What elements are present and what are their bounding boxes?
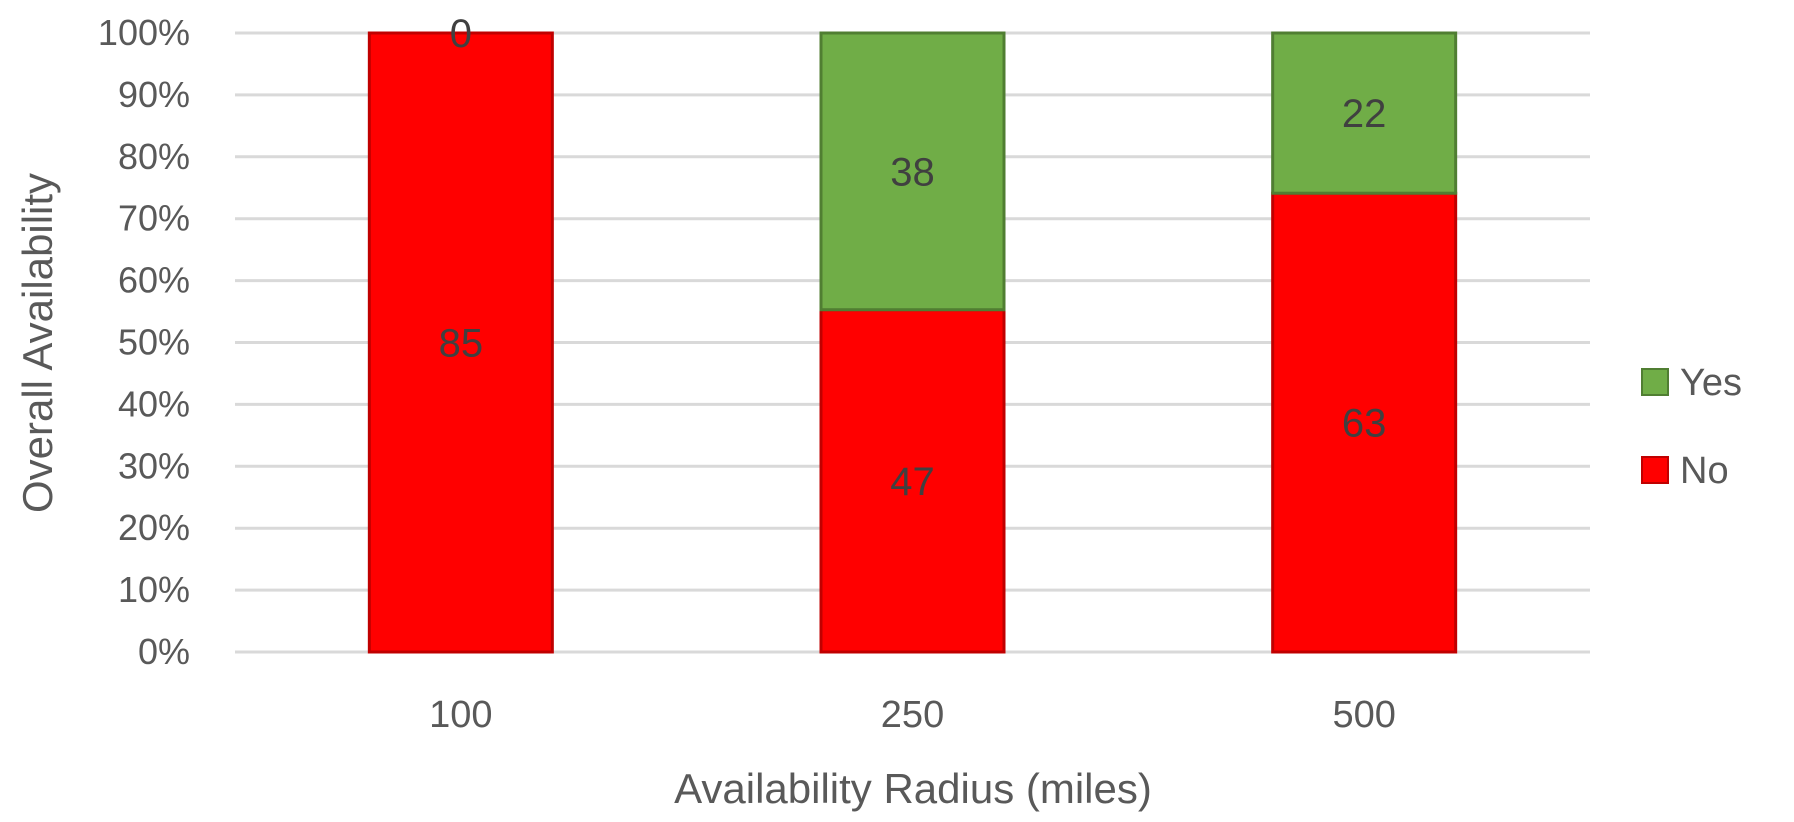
data-label: 0 [450,12,472,56]
y-tick-label: 90% [118,74,190,115]
legend-swatch-no [1641,456,1669,484]
bar-segment-yes [1271,31,1458,195]
data-labels: 85 0 47 38 63 22 [439,12,1387,504]
data-label: 63 [1342,402,1387,446]
bar-segment-no [819,308,1006,654]
y-tick-label: 30% [118,445,190,486]
x-tick-label: 250 [881,694,944,736]
bars [367,31,1458,654]
y-tick-label: 0% [138,631,190,672]
x-tick-label: 100 [429,694,492,736]
x-tick-label: 500 [1332,694,1395,736]
y-tick-label: 60% [118,260,190,301]
y-tick-label: 70% [118,198,190,239]
legend-label-yes: Yes [1680,362,1742,404]
y-tick-label: 50% [118,322,190,363]
bar-segment-yes [819,31,1006,312]
x-axis-ticks: 100 250 500 [429,694,1396,736]
bar-segment-no [1271,191,1458,654]
legend-label-no: No [1680,450,1729,492]
y-axis-ticks: 0% 10% 20% 30% 40% 50% 60% 70% 80% 90% 100% [98,12,190,672]
legend: Yes No [1641,362,1742,492]
legend-swatch-yes [1641,368,1669,396]
data-label: 22 [1342,92,1387,136]
y-tick-label: 10% [118,569,190,610]
bar-segment-no [367,31,554,654]
data-label: 47 [890,460,935,504]
x-axis-title: Availability Radius (miles) [674,765,1152,812]
y-tick-label: 40% [118,383,190,424]
data-label: 85 [439,322,484,366]
y-tick-label: 80% [118,136,190,177]
data-label: 38 [890,150,935,194]
y-axis-title: Overall Availability [14,173,61,513]
y-tick-label: 20% [118,507,190,548]
y-tick-label: 100% [98,12,190,53]
